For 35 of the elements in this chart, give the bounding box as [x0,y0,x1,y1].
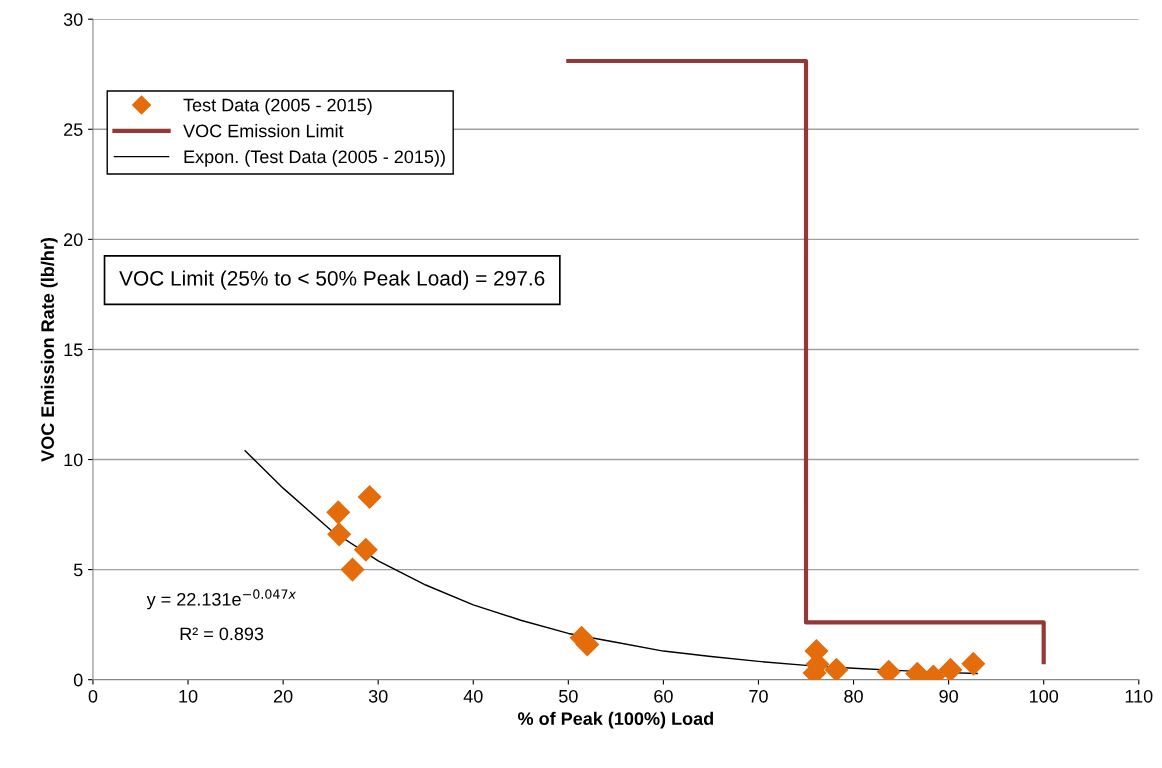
annotation: VOC Limit (25% to < 50% Peak Load) = 297.6 [119,270,545,290]
x-tick-label: 70 [749,689,768,703]
y-tick-label: 25 [64,123,83,136]
legend-label: Test Data (2005 - 2015) [183,98,372,116]
x-tick-label: 80 [844,689,863,703]
legend-label: VOC Emission Limit [183,124,344,138]
x-axis-title: % of Peak (100%) Load [517,711,714,729]
y-tick-label: 15 [64,343,83,357]
point [357,484,382,509]
legend-label: Expon. (Test Data (2005 - 2015)) [184,149,445,167]
y-tick-label: 20 [64,233,83,247]
y-tick-label: 10 [64,453,83,467]
x-tick-label: 110 [1125,689,1153,703]
x-tick-label: 100 [1030,689,1059,703]
x-tick-label: 10 [179,689,198,703]
point [353,537,378,562]
x-tick-label: 90 [939,689,958,703]
point [326,500,351,525]
y-axis-title: VOC Emission Rate (lb/hr) [40,237,58,462]
x-tick-label: 20 [273,689,293,703]
y-tick-label: 30 [63,13,83,26]
x-tick-label: 30 [368,689,388,703]
y-tick-label: 5 [73,563,83,577]
x-tick-label: 60 [654,689,673,703]
x-tick-label: 40 [463,689,483,703]
point [961,651,986,676]
x-tick-label: 0 [88,689,98,703]
y-tick-label: 0 [73,673,83,687]
point [327,522,352,547]
point [340,557,365,582]
annotation: y = 22.131e$^{−0.047x}$ [146,589,297,610]
annotation: R² = 0.893 [180,627,264,641]
point [938,657,963,680]
x-tick-label: 50 [559,689,578,703]
point [824,657,849,680]
